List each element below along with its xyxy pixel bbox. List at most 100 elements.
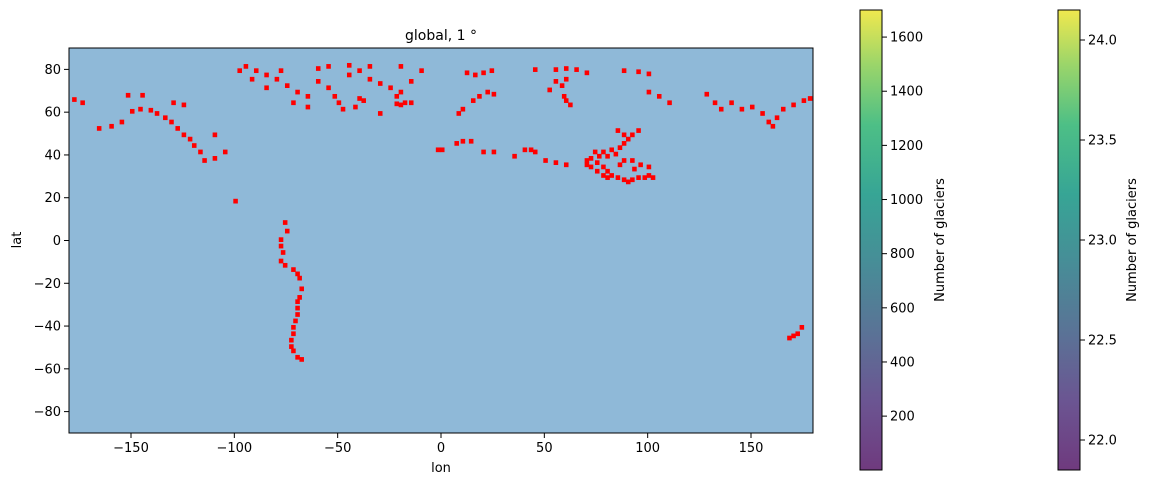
glacier-cell: [489, 68, 495, 74]
glacier-cell: [297, 275, 302, 281]
glacier-cell: [656, 93, 662, 99]
glacier-cell: [638, 162, 643, 168]
glacier-cell: [295, 312, 300, 317]
glacier-cell: [367, 64, 373, 69]
glacier-cell: [460, 138, 466, 144]
y-tick-label: 40: [44, 148, 61, 163]
glacier-cell: [632, 166, 637, 172]
glacier-cell: [621, 177, 627, 183]
glacier-cell: [191, 143, 197, 148]
glacier-cell: [284, 228, 290, 234]
glacier-cell: [630, 158, 635, 163]
glacier-cell: [636, 175, 641, 180]
glacier-cell: [636, 69, 641, 75]
glacier-cell: [278, 243, 284, 249]
glacier-cell: [148, 107, 154, 113]
glacier-cell: [346, 62, 352, 68]
glacier-cell: [605, 168, 610, 174]
glacier-cell: [609, 173, 614, 178]
glacier-cell: [291, 267, 296, 272]
x-axis-label: lon: [431, 461, 451, 476]
glacier-cell: [791, 102, 796, 108]
glacier-cell: [667, 100, 672, 106]
glacier-cell: [646, 164, 652, 170]
x-tick-label: 50: [536, 441, 553, 456]
glacier-cell: [454, 141, 459, 146]
glacier-cell: [718, 106, 724, 112]
glacier-cell: [597, 153, 602, 159]
glacier-cell: [584, 158, 590, 163]
y-tick-label: 20: [44, 191, 61, 206]
glacier-cell: [760, 111, 765, 116]
glacier-cell: [187, 136, 193, 142]
glacier-cell: [80, 100, 85, 106]
glacier-cell: [140, 92, 145, 98]
glacier-cell: [470, 98, 476, 103]
glacier-cells: [72, 62, 813, 362]
glacier-cell: [278, 237, 284, 242]
glacier-cell: [398, 64, 404, 69]
glacier-cell: [264, 72, 269, 78]
glacier-cell: [605, 175, 610, 180]
glacier-cell: [284, 83, 290, 88]
glacier-cell: [394, 93, 400, 99]
glacier-cell: [791, 333, 796, 339]
glacier-cell: [125, 92, 131, 98]
y-tick-label: 80: [44, 63, 61, 78]
glacier-cell: [795, 331, 800, 337]
glacier-cell: [291, 331, 296, 337]
glacier-cell: [72, 97, 77, 102]
glacier-cell: [202, 158, 207, 163]
colorbar-tick-label: 23.5: [1088, 134, 1117, 149]
glacier-cell: [295, 299, 300, 305]
glacier-cell: [169, 119, 174, 125]
colorbar-2-ticks: 22.0 22.5 23.0 23.5 24.0: [1080, 34, 1117, 449]
glacier-cell: [807, 96, 813, 101]
glacier-cell: [293, 318, 298, 324]
glacier-cell: [357, 68, 362, 74]
x-tick-label: −150: [113, 441, 149, 456]
glacier-cell: [625, 179, 631, 185]
glacier-cell: [617, 162, 623, 168]
glacier-cell: [460, 106, 466, 112]
glacier-cell: [326, 85, 331, 91]
glacier-cell: [212, 132, 218, 138]
glacier-cell: [278, 68, 284, 74]
glacier-cell: [264, 85, 269, 91]
glacier-cell: [528, 147, 534, 153]
glacier-cell: [109, 123, 114, 129]
glacier-cell: [181, 102, 187, 108]
x-tick-label: −50: [324, 441, 351, 456]
glacier-cell: [801, 98, 807, 103]
glacier-cell: [295, 354, 300, 360]
glacier-cell: [163, 115, 168, 121]
glacier-cell: [367, 76, 373, 82]
colorbar-tick-label: 1000: [890, 193, 923, 208]
colorbar-tick-label: 23.0: [1088, 234, 1117, 249]
glacier-cell: [237, 68, 242, 74]
glacier-cell: [361, 98, 366, 103]
glacier-cell: [299, 357, 304, 362]
glacier-cell: [377, 111, 383, 116]
glacier-cell: [605, 153, 610, 159]
glacier-cell: [181, 132, 187, 138]
glacier-cell: [574, 67, 579, 72]
glacier-cell: [630, 132, 635, 138]
y-axis: −80 −60 −40 −20 0 20 40 60 80: [34, 63, 69, 420]
glacier-cell: [787, 335, 792, 341]
glacier-cell: [233, 198, 238, 204]
glacier-cell: [464, 70, 470, 76]
glacier-cell: [615, 175, 621, 180]
glacier-cell: [588, 164, 594, 170]
glacier-cell: [609, 147, 614, 153]
glacier-cell: [646, 71, 652, 77]
glacier-cell: [154, 111, 160, 116]
glacier-cell: [770, 123, 776, 129]
glacier-cell: [774, 115, 780, 121]
glacier-cell: [198, 149, 203, 155]
glacier-cell: [477, 93, 482, 99]
glacier-cell: [398, 102, 404, 108]
glacier-cell: [119, 119, 125, 125]
glacier-cell: [291, 348, 296, 354]
glacier-cell: [749, 104, 755, 110]
